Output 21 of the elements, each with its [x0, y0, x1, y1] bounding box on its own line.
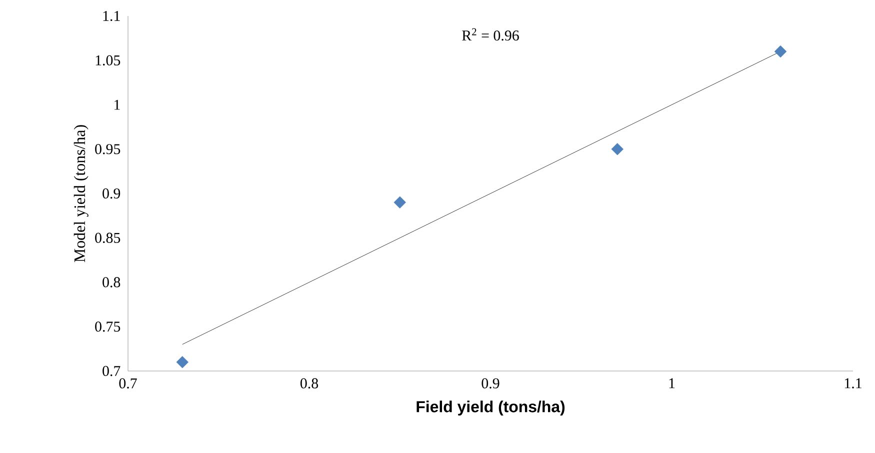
y-tick-label: 0.75	[95, 322, 120, 332]
annotation: R$^{2}$ = 0.96	[462, 28, 519, 41]
x-tick-label: 0.7	[119, 378, 137, 388]
point	[176, 356, 188, 368]
y-axis-title: Model yield (tons/ha)	[74, 125, 88, 262]
y-tick-label: 0.8	[102, 277, 120, 288]
point	[774, 45, 787, 58]
y-tick-label: 1	[114, 100, 120, 110]
x-axis-title: Field yield (tons/ha)	[416, 400, 565, 416]
y-tick-label: 1.05	[96, 55, 120, 66]
y-tick-label: 1.1	[103, 10, 120, 22]
y-tick-label: 0.95	[95, 144, 120, 154]
x-tick-label: 0.8	[300, 378, 318, 388]
point	[394, 196, 406, 208]
y-tick-label: 0.9	[102, 188, 120, 199]
y-tick-label: 0.85	[95, 232, 120, 243]
x-tick-label: 1	[669, 378, 675, 388]
x-tick-label: 1.1	[844, 378, 862, 388]
point	[611, 143, 624, 156]
x-tick-label: 0.9	[482, 378, 500, 388]
y-tick-label: 0.7	[102, 366, 120, 376]
